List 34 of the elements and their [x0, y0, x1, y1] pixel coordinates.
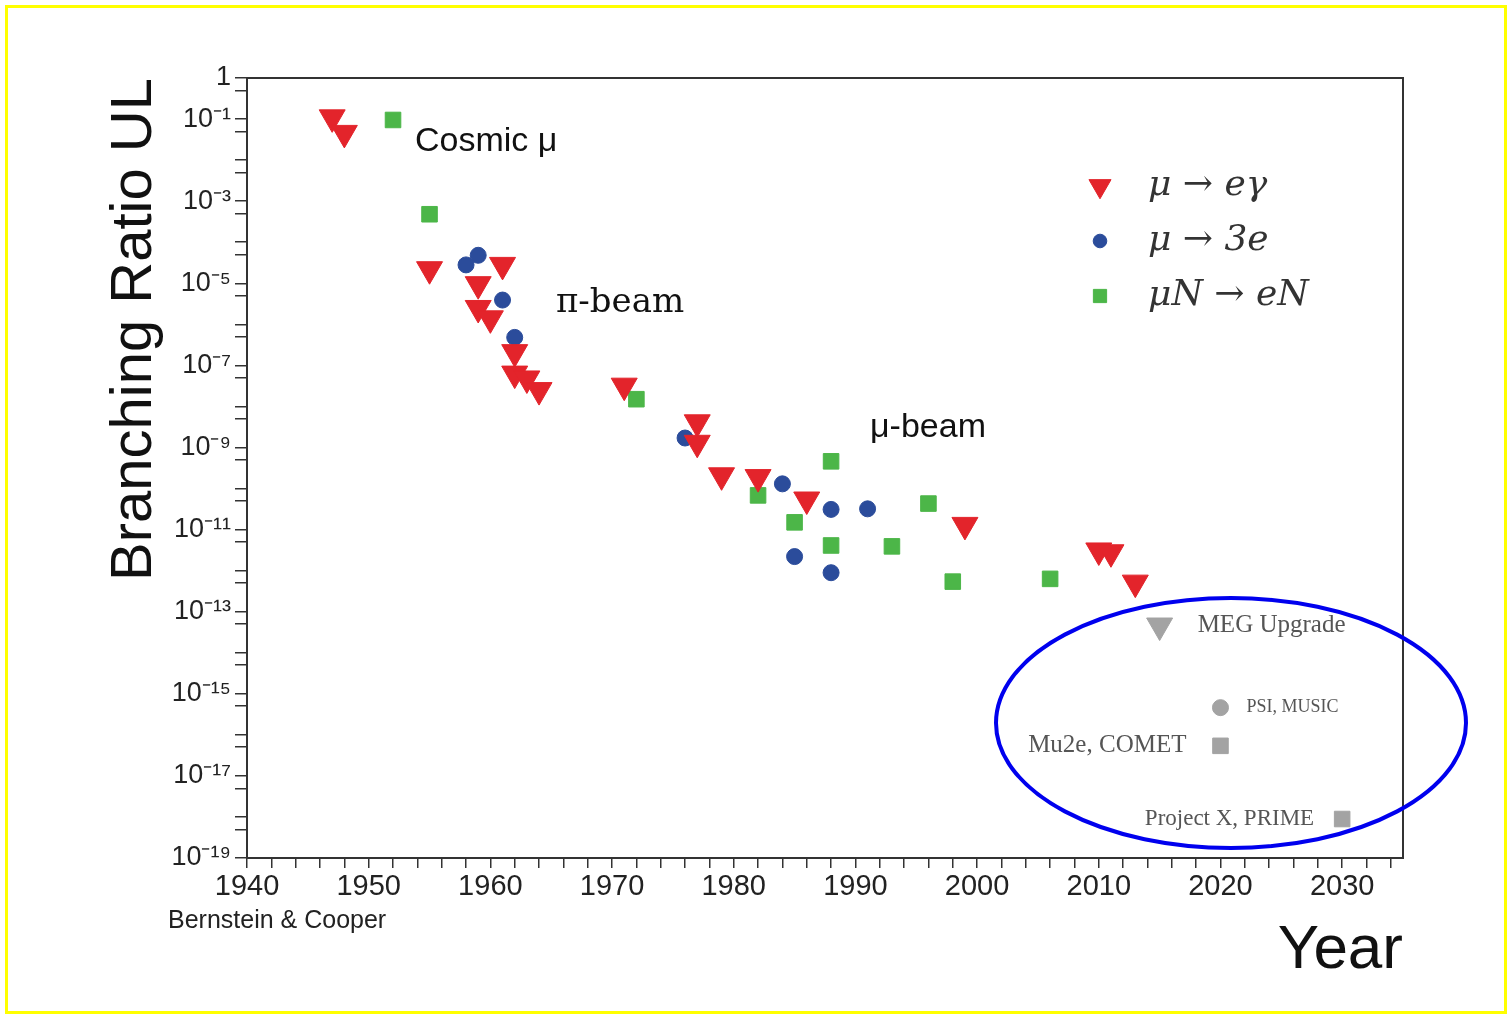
y-tick-label: 10⁻¹: [182, 102, 231, 133]
x-tick-label: 2010: [1066, 869, 1132, 902]
x-tick-label: 2000: [944, 869, 1010, 902]
annotation: μ-beam: [870, 406, 986, 445]
y-axis-title: Branching Ratio UL: [97, 78, 163, 581]
x-tick-label: 1950: [336, 869, 401, 902]
y-tick-label: 10⁻⁷: [182, 348, 231, 379]
legend-label: μ → eγ: [1148, 162, 1268, 204]
y-tick-label: 10⁻¹⁹: [171, 841, 231, 872]
y-tick-label: 10⁻⁵: [180, 266, 231, 297]
y-tick-label: 1: [215, 61, 231, 92]
x-tick-label: 1960: [458, 869, 523, 902]
annotation: Project X, PRIME: [1144, 805, 1315, 831]
annotation: Mu2e, COMET: [1028, 730, 1187, 758]
y-tick-label: 10⁻¹⁷: [173, 759, 231, 790]
x-tick-label: 2020: [1188, 869, 1253, 902]
x-axis-title: Year: [1277, 911, 1403, 981]
y-tick-label: 10⁻¹¹: [173, 513, 232, 544]
x-tick-label: 1970: [579, 869, 645, 902]
x-tick-label: 1980: [701, 869, 766, 902]
y-tick-label: 10⁻¹³: [173, 595, 232, 626]
annotation: MEG Upgrade: [1197, 610, 1346, 638]
annotation: PSI, MUSIC: [1246, 696, 1339, 717]
legend-label: μ → 3e: [1148, 217, 1269, 259]
text: Bernstein & Cooper: [168, 904, 387, 933]
y-tick-label: 10⁻⁹: [180, 430, 231, 461]
legend-label: μN → eN: [1148, 272, 1311, 314]
x-tick-label: 2030: [1309, 869, 1375, 902]
x-tick-label: 1990: [823, 869, 888, 902]
y-tick-label: 10⁻³: [182, 184, 231, 215]
annotation: π-beam: [556, 279, 685, 320]
x-tick-label: 1940: [214, 869, 280, 902]
annotation: Cosmic μ: [415, 120, 558, 159]
y-tick-label: 10⁻¹⁵: [171, 677, 231, 708]
